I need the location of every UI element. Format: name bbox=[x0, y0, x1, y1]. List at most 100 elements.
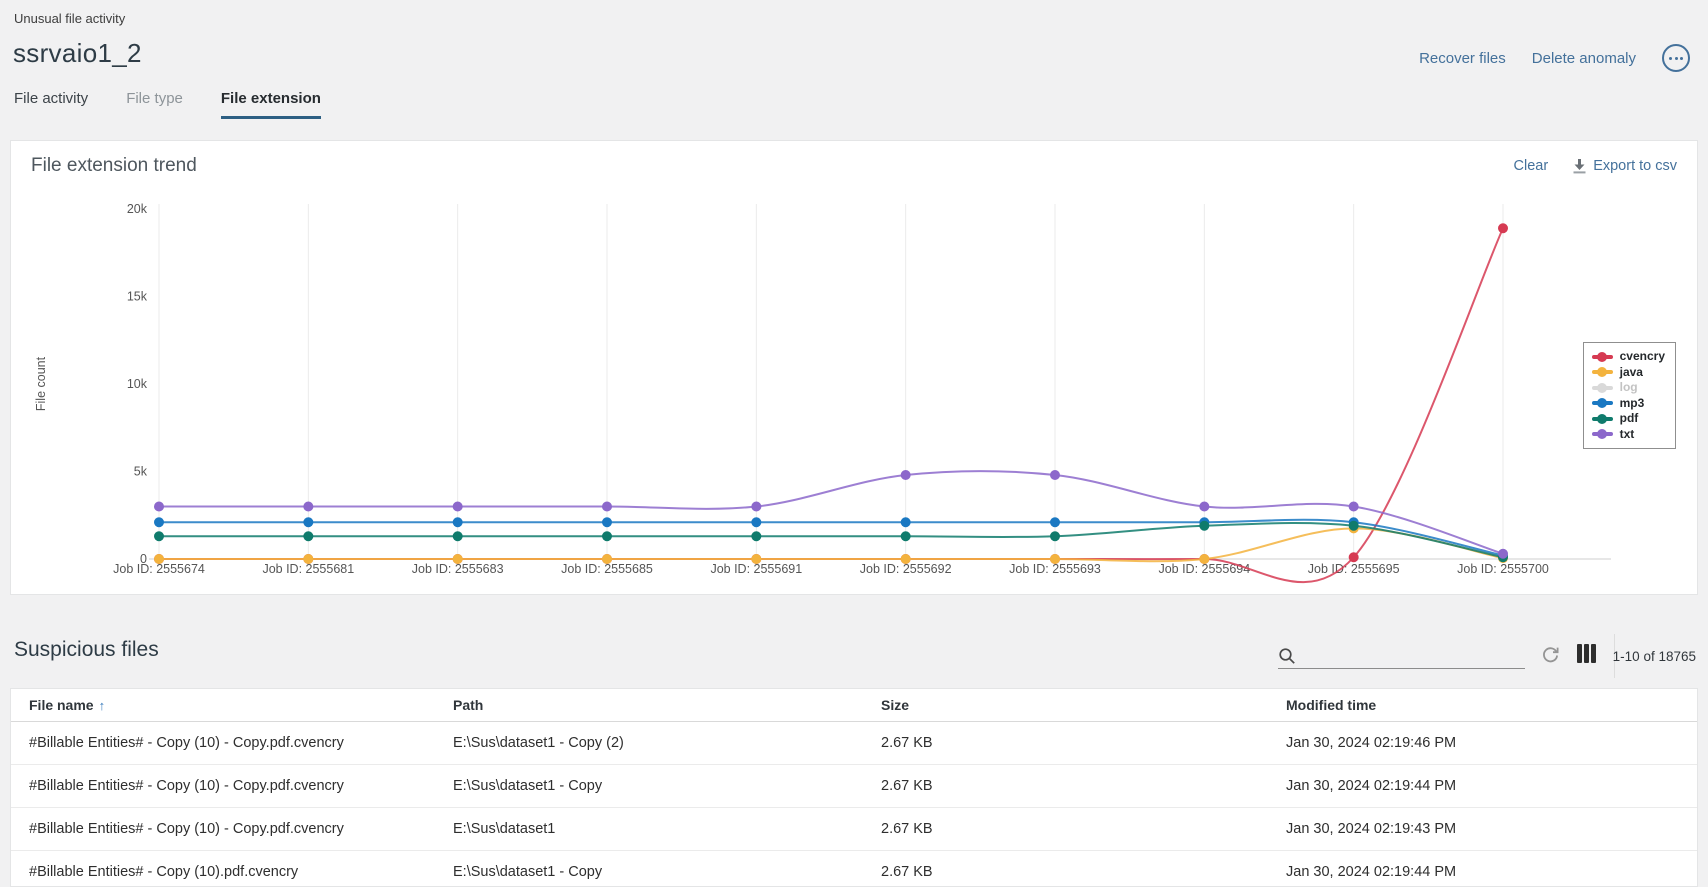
suspicious-files-table: File name ↑ Path Size Modified time #Bill… bbox=[10, 688, 1698, 887]
size-cell: 2.67 KB bbox=[881, 778, 933, 794]
legend-label: java bbox=[1619, 364, 1643, 379]
series-point-pdf bbox=[303, 531, 314, 542]
column-header-modified-time[interactable]: Modified time bbox=[1286, 697, 1377, 713]
delete-anomaly-button[interactable]: Delete anomaly bbox=[1531, 49, 1636, 67]
series-point-java bbox=[1199, 554, 1210, 564]
series-point-pdf bbox=[452, 531, 463, 542]
file-name-cell: #Billable Entities# - Copy (10) - Copy.p… bbox=[29, 778, 344, 794]
legend-label: txt bbox=[1619, 426, 1635, 441]
series-line-txt bbox=[159, 470, 1504, 555]
legend-marker-icon bbox=[1591, 351, 1613, 362]
legend-label: pdf bbox=[1619, 411, 1639, 425]
table-row[interactable]: #Billable Entities# - Copy (10) - Copy.p… bbox=[11, 808, 1697, 851]
series-point-java bbox=[900, 554, 911, 564]
trend-line-chart[interactable]: Job ID: 2555674 Job ID: 2555681 Job ID: 25… bbox=[11, 186, 1697, 591]
x-axis-label: Job ID: 2555691 bbox=[710, 562, 802, 576]
series-point-mp3 bbox=[751, 517, 762, 528]
series-point-java bbox=[751, 554, 762, 564]
path-cell: E:\Sus\dataset1 - Copy (2) bbox=[453, 735, 624, 751]
y-axis-tick: 10k bbox=[127, 377, 148, 391]
series-line-mp3 bbox=[158, 518, 1504, 557]
path-cell: E:\Sus\dataset1 - Copy bbox=[453, 778, 603, 794]
column-chooser-icon bbox=[1577, 644, 1582, 663]
search-input[interactable] bbox=[1302, 647, 1525, 664]
legend-label: cvencry bbox=[1619, 349, 1665, 363]
table-row[interactable]: #Billable Entities# - Copy (10) - Copy.p… bbox=[11, 765, 1697, 808]
series-point-txt bbox=[303, 501, 314, 512]
x-axis-label: Job ID: 2555681 bbox=[262, 562, 354, 576]
table-body: #Billable Entities# - Copy (10) - Copy.p… bbox=[11, 722, 1697, 886]
search-box[interactable] bbox=[1278, 643, 1525, 669]
y-axis-tick: 0 bbox=[140, 552, 147, 566]
series-point-txt bbox=[751, 501, 762, 512]
clear-button[interactable]: Clear bbox=[1513, 158, 1549, 174]
y-axis-tick: 5k bbox=[134, 465, 148, 479]
legend-marker-icon bbox=[1591, 429, 1613, 440]
series-point-cvencry bbox=[1498, 223, 1508, 234]
chart-title: File extension trend bbox=[31, 155, 197, 176]
modified-time-cell: Jan 30, 2024 02:19:46 PM bbox=[1286, 735, 1457, 751]
table-row[interactable]: #Billable Entities# - Copy (10).pdf.cven… bbox=[11, 851, 1697, 886]
series-point-mp3 bbox=[154, 517, 164, 528]
series-point-mp3 bbox=[1050, 517, 1060, 528]
column-header-size[interactable]: Size bbox=[881, 697, 910, 713]
series-point-pdf bbox=[154, 531, 164, 542]
page-title: ssrvaio1_2 bbox=[13, 38, 142, 68]
x-axis-label: Job ID: 2555692 bbox=[860, 562, 952, 576]
refresh-icon bbox=[1543, 647, 1559, 663]
legend-item-log[interactable]: log bbox=[1591, 380, 1665, 395]
legend-item-pdf[interactable]: pdf bbox=[1591, 411, 1665, 426]
breadcrumb: Unusual file activity bbox=[14, 11, 126, 26]
legend-item-java[interactable]: java bbox=[1591, 364, 1665, 380]
series-point-pdf bbox=[1348, 520, 1359, 531]
sort-ascending-icon: ↑ bbox=[98, 698, 106, 713]
legend-label: mp3 bbox=[1619, 395, 1645, 410]
series-point-java bbox=[602, 554, 612, 564]
series-point-txt bbox=[1348, 501, 1359, 512]
x-axis-label: Job ID: 2555685 bbox=[561, 562, 653, 576]
chart-actions: Clear Export to csv bbox=[1514, 158, 1677, 174]
table-row[interactable]: #Billable Entities# - Copy (10) - Copy.p… bbox=[11, 722, 1697, 765]
series-point-pdf bbox=[602, 531, 612, 542]
more-actions-button[interactable] bbox=[1662, 44, 1690, 72]
legend-item-cvencry[interactable]: cvencry bbox=[1591, 349, 1665, 364]
tab-bar: File activity File type File extension bbox=[14, 90, 321, 119]
x-axis-label: Job ID: 2555700 bbox=[1457, 562, 1549, 576]
series-point-mp3 bbox=[303, 517, 314, 528]
export-label: Export to csv bbox=[1593, 158, 1677, 174]
series-line-pdf bbox=[159, 521, 1504, 559]
series-point-txt bbox=[602, 501, 612, 512]
refresh-button[interactable] bbox=[1540, 644, 1561, 668]
legend-marker-icon bbox=[1591, 398, 1613, 409]
recover-files-button[interactable]: Recover files bbox=[1419, 49, 1506, 67]
x-axis-label: Job ID: 2555693 bbox=[1009, 562, 1101, 576]
series-point-pdf bbox=[900, 531, 911, 542]
series-point-java bbox=[154, 554, 164, 564]
column-chooser-button[interactable] bbox=[1577, 644, 1596, 663]
series-point-mp3 bbox=[900, 517, 911, 528]
series-point-txt bbox=[1498, 548, 1508, 559]
series-line-cvencry bbox=[159, 227, 1504, 584]
legend-label: log bbox=[1619, 380, 1638, 394]
column-header-path[interactable]: Path bbox=[453, 697, 484, 713]
tab-file-extension[interactable]: File extension bbox=[220, 90, 321, 119]
legend-marker-icon bbox=[1591, 382, 1613, 393]
series-point-txt bbox=[900, 470, 911, 480]
export-to-csv-button[interactable]: Export to csv bbox=[1572, 158, 1677, 174]
chart-legend: cvencry java log mp3 pdf txt bbox=[1582, 342, 1676, 449]
series-line-java bbox=[159, 527, 1504, 563]
series-point-java bbox=[1050, 554, 1060, 564]
modified-time-cell: Jan 30, 2024 02:19:43 PM bbox=[1286, 821, 1457, 837]
column-header-file-name[interactable]: File name ↑ bbox=[29, 697, 106, 713]
tab-file-type[interactable]: File type bbox=[126, 90, 183, 107]
series-point-txt bbox=[154, 501, 164, 512]
modified-time-cell: Jan 30, 2024 02:19:44 PM bbox=[1286, 778, 1457, 794]
legend-item-txt[interactable]: txt bbox=[1591, 426, 1665, 442]
series-point-mp3 bbox=[602, 517, 612, 528]
tab-file-activity[interactable]: File activity bbox=[14, 90, 89, 107]
legend-item-mp3[interactable]: mp3 bbox=[1591, 395, 1665, 411]
path-cell: E:\Sus\dataset1 bbox=[453, 821, 556, 837]
series-point-cvencry bbox=[1348, 552, 1359, 563]
divider bbox=[1614, 634, 1615, 678]
x-axis-label: Job ID: 2555694 bbox=[1158, 562, 1250, 576]
